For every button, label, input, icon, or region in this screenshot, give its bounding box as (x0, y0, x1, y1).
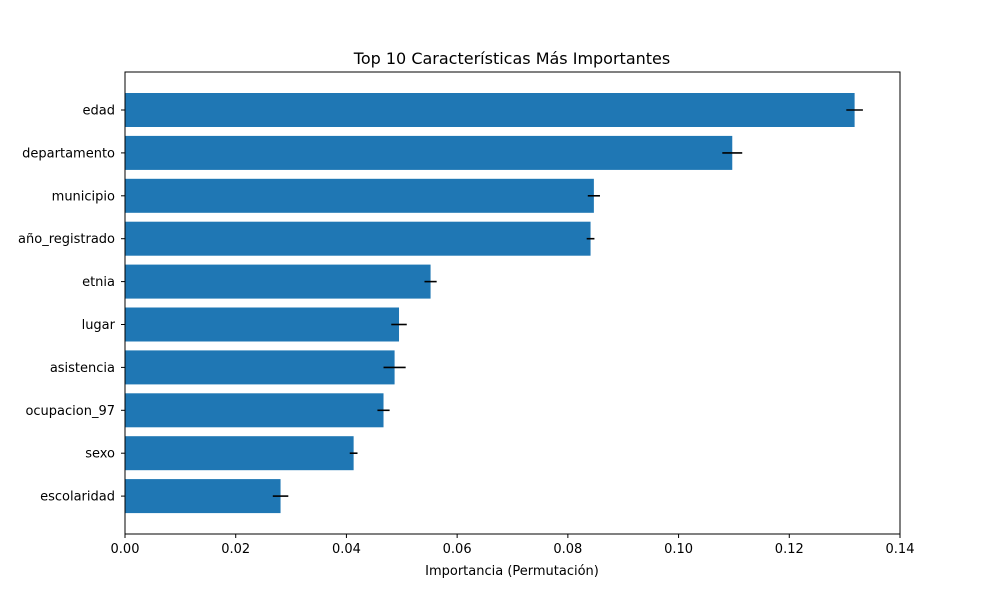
y-tick-label: sexo (85, 447, 115, 462)
y-tick-label: escolaridad (40, 490, 115, 505)
bar (125, 350, 395, 385)
bar (125, 221, 591, 256)
chart-title: Top 10 Características Más Importantes (353, 49, 670, 68)
x-tick-label: 0.00 (111, 542, 140, 557)
y-tick-label: ocupacion_97 (25, 404, 115, 419)
x-axis-label: Importancia (Permutación) (425, 564, 599, 579)
bar (125, 93, 855, 127)
x-tick-label: 0.04 (332, 542, 361, 557)
x-tick-label: 0.12 (775, 542, 804, 557)
bar (125, 479, 281, 514)
error-bars-layer (272, 109, 863, 497)
x-tick-label: 0.02 (221, 542, 250, 557)
y-tick-label: asistencia (50, 361, 115, 376)
bar (125, 135, 733, 170)
bar (125, 307, 400, 342)
y-tick-label: municipio (52, 189, 115, 204)
y-tick-label: lugar (82, 318, 116, 333)
plot-frame (124, 71, 901, 535)
x-tick-label: 0.14 (886, 542, 915, 557)
bar (125, 393, 384, 428)
y-tick-label: año_registrado (18, 232, 115, 247)
y-axis: edad departamento municipio año_registradoe… (18, 104, 125, 505)
y-tick-label: edad (83, 104, 115, 119)
bar (125, 436, 354, 471)
bar (125, 178, 594, 213)
y-tick-label: etnia (82, 275, 115, 290)
x-tick-label: 0.08 (553, 542, 582, 557)
bars-layer (125, 93, 855, 514)
x-tick-label: 0.06 (443, 542, 472, 557)
x-tick-label: 0.10 (664, 542, 693, 557)
y-tick-label: departamento (22, 146, 115, 161)
x-axis: 0.00 0.02 0.04 0.06 0.08 0.10 0.12 0.14 (111, 534, 915, 557)
bar (125, 264, 431, 299)
